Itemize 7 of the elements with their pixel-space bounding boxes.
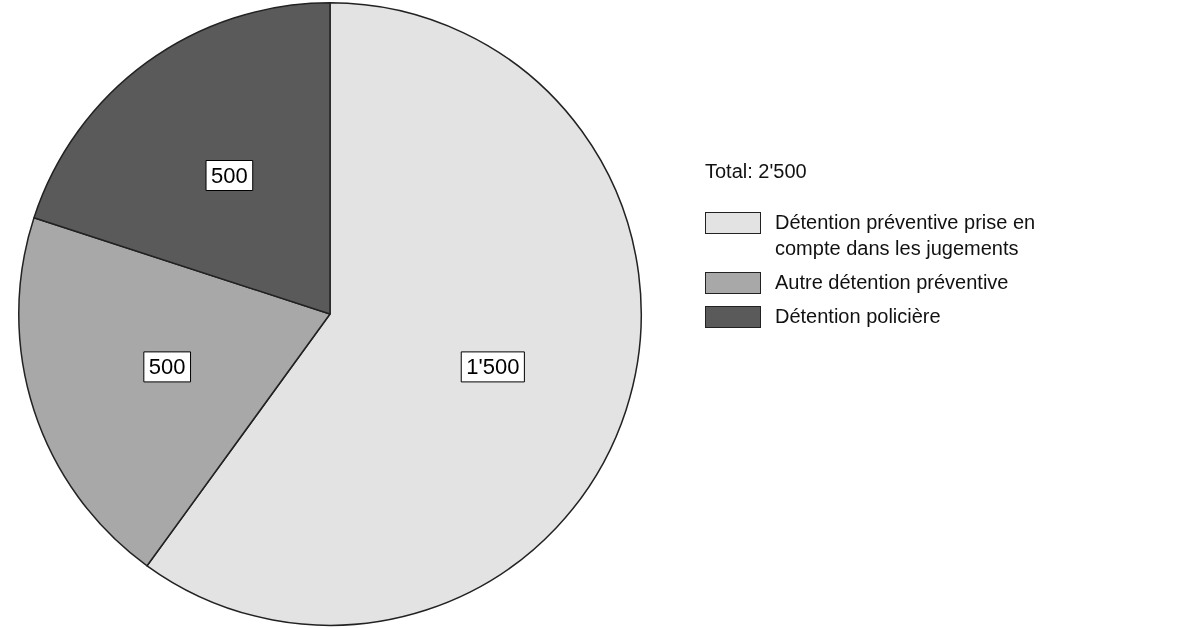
- data-label: 500: [148, 353, 186, 379]
- legend-label: Détention policière: [775, 304, 942, 329]
- data-label: 500: [211, 162, 248, 188]
- legend-label: Détention préventive prise en compte dans les jugements: [775, 210, 1037, 261]
- data-label: 1'500: [466, 353, 520, 379]
- legend-label: Autre détention préventive: [775, 270, 1010, 295]
- text: Total: 2'500: [705, 160, 808, 183]
